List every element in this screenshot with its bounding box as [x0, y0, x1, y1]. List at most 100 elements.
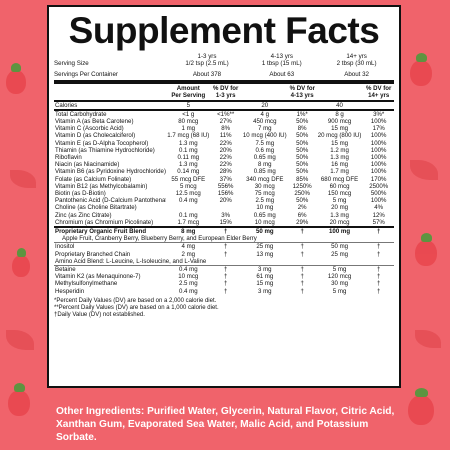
- dv-cell: 28%: [219, 168, 232, 176]
- dv-cell: 29%: [296, 218, 309, 226]
- undefined: Methylsulfonylmethane 2.5 mg † 15 mg † 30 mg †: [54, 280, 394, 287]
- dv-cell: 100%: [370, 161, 387, 169]
- nutrient-name: Vitamin B12 (as Methylcobalamin): [55, 182, 148, 190]
- amount-cell: 80 mcg: [178, 118, 199, 126]
- undefined: Riboflavin 0.11 mg 22% 0.65 mg 50% 1.3 mg 100%: [54, 154, 394, 161]
- servings-per-container-3: About 32: [344, 71, 369, 79]
- dv-cell: 50%: [296, 197, 309, 205]
- nutrient-name: Betaine: [55, 266, 76, 274]
- amount-cell: 1.7 mg: [330, 168, 349, 176]
- undefined: Vitamin C (Ascorbic Acid) 1 mg 8% 7 mg 8% 15 …: [54, 125, 394, 132]
- nutrient-name: Folate (as Calcium Folinate): [55, 175, 132, 183]
- amount-cell: 0.14 mg: [177, 168, 200, 176]
- amount-cell: 1 mg: [181, 125, 196, 133]
- dv-cell: †: [300, 287, 304, 295]
- amount-cell: 7.5 mg: [255, 139, 275, 147]
- dv-cell: 22%: [219, 139, 232, 147]
- page-title: Supplement Facts: [68, 10, 380, 51]
- dv-cell: 2%: [297, 204, 307, 212]
- undefined: Proprietary Branched Chain 2 mg † 13 mg † 25 …: [54, 251, 394, 258]
- serving-size-label: Serving Size: [54, 60, 89, 68]
- dv-cell: †: [300, 243, 304, 251]
- undefined: Betaine 0.4 mg † 3 mg † 5 mg †: [54, 266, 394, 274]
- nutrient-name: Pantothenic Acid (D-Calcium Pantothenate…: [55, 197, 167, 205]
- leaf-icon: [10, 170, 36, 188]
- dv-header-3: % DV for 14+ yrs: [363, 84, 394, 102]
- undefined: Zinc (as Zinc Citrate) 0.1 mg 3% 0.65 mg 6% 1…: [54, 212, 394, 219]
- nutrient-name: Amino Acid Blend: L-Leucine, L-Isoleucin…: [54, 257, 394, 267]
- serving-size-2: 1 tbsp (15 mL): [261, 60, 302, 68]
- amount-per-serving-header: Amount Per Serving: [166, 84, 211, 102]
- nutrient-name: Vitamin C (Ascorbic Acid): [55, 125, 124, 133]
- strawberry-icon: [12, 248, 30, 277]
- dv-cell: 156%: [217, 190, 234, 198]
- nutrient-name: Niacin (as Niacinamide): [55, 161, 120, 169]
- amount-cell: 50 mg: [331, 243, 349, 251]
- undefined: Thiamin (as Thiamine Hydrochloride) 0.1 m…: [54, 147, 394, 154]
- dv-cell: †: [210, 226, 241, 236]
- amount-cell: 20 mcg (800 IU): [317, 132, 362, 140]
- undefined: Choline (as Choline Bitartrate) 10 mg 2% 20…: [54, 204, 394, 211]
- amount-cell: 10 mg: [256, 204, 274, 212]
- footnote: †Daily Value (DV) not established.: [54, 311, 145, 318]
- dv-cell: 50%: [296, 139, 309, 147]
- dv-cell: 20%: [219, 146, 232, 154]
- amount-cell: [166, 204, 210, 211]
- amount-cell: 3 mg: [258, 287, 272, 295]
- dv-cell: 50%: [296, 154, 309, 162]
- amount-cell: 10 mcg (400 IU): [242, 132, 287, 140]
- amount-cell: 4 mg: [181, 243, 196, 251]
- footnotes: *Percent Daily Values (DV) are based on …: [54, 298, 394, 319]
- undefined: Inositol 4 mg † 25 mg † 50 mg †: [54, 243, 394, 251]
- dv-cell: 3%*: [373, 110, 385, 118]
- dv-cell: 11%: [219, 132, 232, 140]
- facts-body: Calories 5 20 40 Total Carbohydrate <1 g <…: [54, 100, 394, 295]
- dv-cell: †: [223, 266, 228, 274]
- leaf-icon: [415, 330, 441, 348]
- amount-cell: 0.85 mg: [253, 168, 276, 176]
- amount-cell: 25 mg: [256, 243, 274, 251]
- amount-cell: 15 mg: [331, 139, 349, 147]
- facts-header-row: Amount Per Serving % DV for 1-3 yrs % DV f…: [54, 84, 394, 102]
- serving-info: 1-3 yrs 4-13 yrs 14+ yrs Serving Size 1/…: [54, 53, 394, 79]
- amount-cell: 100 mg: [315, 226, 364, 236]
- dv-cell: 50%: [296, 132, 309, 140]
- undefined: Vitamin B12 (as Methylcobalamin) 5 mcg 556…: [54, 183, 394, 190]
- amount-cell: 340 mcg DFE: [246, 175, 284, 183]
- dv-cell: †: [363, 226, 394, 236]
- nutrient-name: Choline (as Choline Bitartrate): [55, 204, 137, 212]
- extra-row: Amino Acid Blend: L-Leucine, L-Isoleucin…: [54, 257, 394, 267]
- dv-cell: 15%: [219, 218, 232, 226]
- nutrient-name: Proprietary Branched Chain: [55, 250, 131, 258]
- dv-cell: †: [223, 273, 228, 281]
- amount-cell: 1.3 mg: [330, 211, 349, 219]
- amount-cell: 1.7 mcg: [177, 218, 200, 226]
- dv-cell: 6%: [297, 211, 307, 219]
- dv-cell: 3%: [221, 211, 231, 219]
- dv-cell: 500%: [370, 190, 387, 198]
- amount-cell: 55 mcg DFE: [171, 175, 206, 183]
- undefined: Vitamin E (as D-Alpha Tocopherol) 1.3 mg 2…: [54, 140, 394, 147]
- dv-cell: 100%: [370, 197, 387, 205]
- serving-size-3: 2 tbsp (30 mL): [336, 60, 377, 68]
- dv-cell: <1%**: [217, 110, 235, 118]
- amount-cell: 60 mcg: [329, 182, 350, 190]
- dv-header-1: % DV for 1-3 yrs: [210, 84, 241, 102]
- servings-per-container-label: Servings Per Container: [54, 71, 118, 79]
- dv-cell: 1250%: [292, 182, 312, 190]
- amount-cell: 0.1 mg: [178, 146, 198, 154]
- amount-cell: 15 mg: [256, 280, 274, 288]
- amount-cell: 10 mcg: [178, 273, 199, 281]
- supplement-facts-panel: Supplement Facts 1-3 yrs 4-13 yrs 14+ yr…: [47, 5, 401, 388]
- amount-cell: 13 mg: [256, 250, 274, 258]
- undefined: Niacin (as Niacinamide) 1.3 mg 22% 8 mg 50% 1…: [54, 161, 394, 168]
- dv-cell: †: [376, 273, 381, 281]
- amount-cell: 1.3 mg: [330, 154, 349, 162]
- dv-cell: 170%: [370, 175, 387, 183]
- servings-per-container-2: About 63: [269, 71, 295, 79]
- nutrient-name: Chromium (as Chromium Picolinate): [55, 218, 154, 226]
- strawberry-icon: [408, 388, 434, 425]
- dv-cell: 100%: [370, 139, 387, 147]
- undefined: Vitamin K2 (as Menaquinone-7) 10 mcg † 61 m…: [54, 273, 394, 280]
- amount-cell: 0.65 mg: [253, 211, 276, 219]
